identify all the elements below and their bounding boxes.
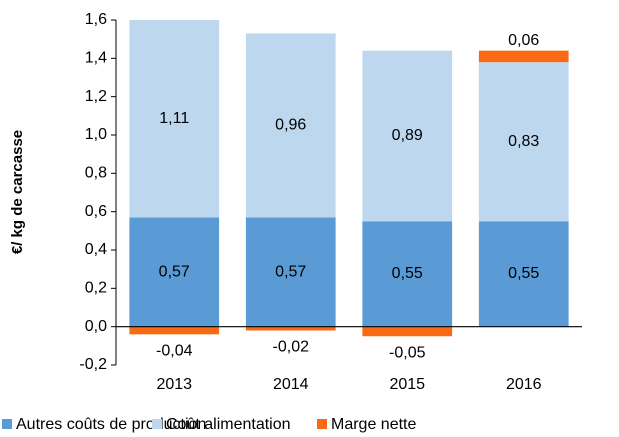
- x-tick-label: 2013: [156, 376, 192, 393]
- bars: [129, 20, 569, 337]
- data-label: 0,55: [392, 265, 423, 282]
- data-label: 0,57: [159, 263, 190, 280]
- y-tick-label: 1,4: [85, 50, 107, 67]
- legend-swatch: [317, 419, 327, 429]
- y-tick-label: 1,2: [85, 88, 107, 105]
- bar-segment: [129, 20, 220, 218]
- x-tick-label: 2014: [273, 376, 309, 393]
- y-tick-label: 0,2: [85, 280, 107, 297]
- bar-segment: [478, 221, 569, 327]
- y-tick-label: 0,4: [85, 241, 107, 258]
- y-axis-label: €/ kg de carcasse: [9, 130, 26, 254]
- legend-swatch: [152, 419, 162, 429]
- x-tick-label: 2016: [506, 376, 542, 393]
- y-tick-label: 1,0: [85, 126, 107, 143]
- legend-label: Marge nette: [331, 416, 416, 433]
- legend-swatch: [2, 419, 12, 429]
- bar-segment: [478, 50, 569, 63]
- y-tick-label: 0,0: [85, 318, 107, 335]
- x-tick-label: 2015: [389, 376, 425, 393]
- bar-segment: [129, 217, 220, 327]
- data-label: 1,11: [159, 110, 189, 127]
- data-label: -0,02: [273, 339, 310, 356]
- data-label: 0,57: [275, 263, 306, 280]
- bar-segment: [245, 33, 336, 218]
- bar-segment: [362, 50, 453, 222]
- data-label: -0,04: [156, 343, 193, 360]
- bar-segment: [362, 221, 453, 327]
- y-tick-label: 0,8: [85, 165, 107, 182]
- data-label: -0,05: [389, 344, 426, 361]
- bar-segment: [245, 217, 336, 327]
- bar-segment: [478, 62, 569, 222]
- bar-segment: [245, 326, 336, 331]
- data-label: 0,06: [508, 32, 539, 49]
- y-tick-label: 1,6: [85, 11, 107, 28]
- legend-label: Coût alimentation: [166, 416, 291, 433]
- bar-segment: [362, 326, 453, 337]
- y-tick-label: -0,2: [79, 356, 107, 373]
- data-label: 0,96: [275, 117, 306, 134]
- y-tick-label: 0,6: [85, 203, 107, 220]
- data-label: 0,83: [508, 133, 539, 150]
- bar-segment: [129, 326, 220, 335]
- data-label: 0,89: [392, 127, 423, 144]
- data-label: 0,55: [508, 265, 539, 282]
